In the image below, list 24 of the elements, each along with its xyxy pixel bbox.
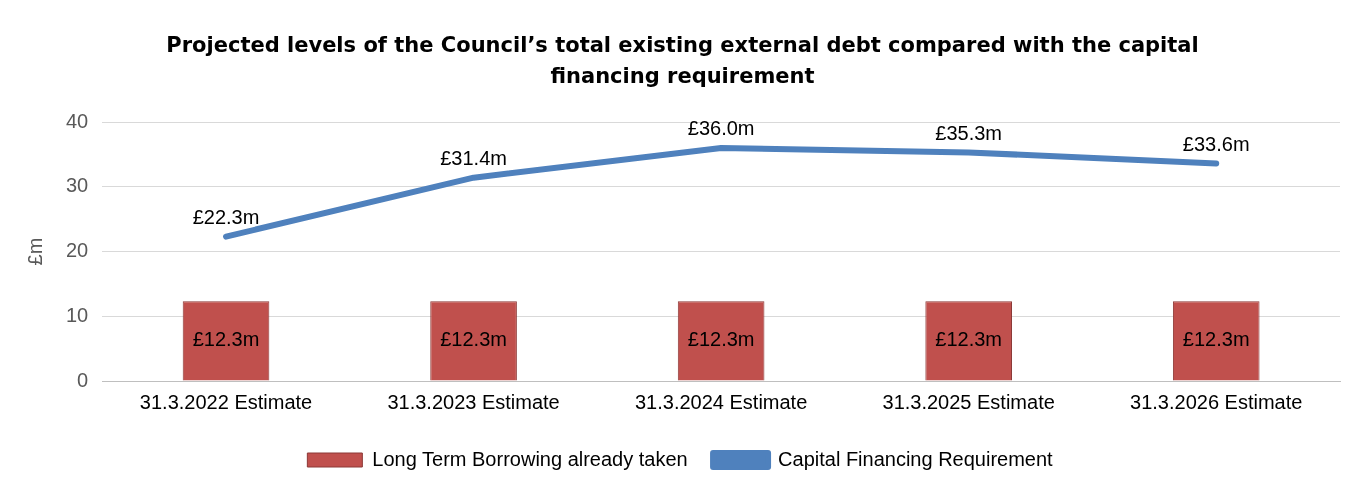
x-tick-label: 31.3.2024 Estimate [634, 390, 808, 413]
legend-label: Capital Financing Requirement [778, 447, 1054, 470]
data-label: £12.3m [935, 328, 1003, 351]
chart-title: Projected levels of the Council’s total existing external debt compared with the capital financing requirement [165, 32, 1200, 90]
y-axis-title: £m [23, 237, 46, 266]
y-tick-label: 30 [66, 174, 89, 197]
data-label: £12.3m [687, 328, 755, 351]
legend-label: Long Term Borrowing already taken [372, 447, 688, 470]
y-tick-label: 0 [77, 368, 89, 391]
data-label: £12.3m [192, 328, 260, 351]
x-tick-label: 31.3.2023 Estimate [387, 390, 560, 413]
y-tick-label: 20 [66, 239, 89, 262]
x-tick-label: 31.3.2022 Estimate [139, 390, 313, 413]
y-tick-label: 40 [66, 109, 89, 132]
data-label: £12.3m [1182, 328, 1250, 351]
data-label: £35.3m [935, 121, 1003, 144]
data-label: £12.3m [440, 328, 507, 351]
y-tick-label: 10 [66, 303, 89, 326]
data-label: £22.3m [192, 206, 260, 229]
x-tick-label: 31.3.2026 Estimate [1130, 390, 1303, 413]
data-label: £31.4m [440, 147, 507, 170]
x-tick-label: 31.3.2025 Estimate [882, 390, 1055, 413]
data-label: £33.6m [1182, 132, 1250, 155]
data-label: £36.0m [687, 117, 755, 140]
